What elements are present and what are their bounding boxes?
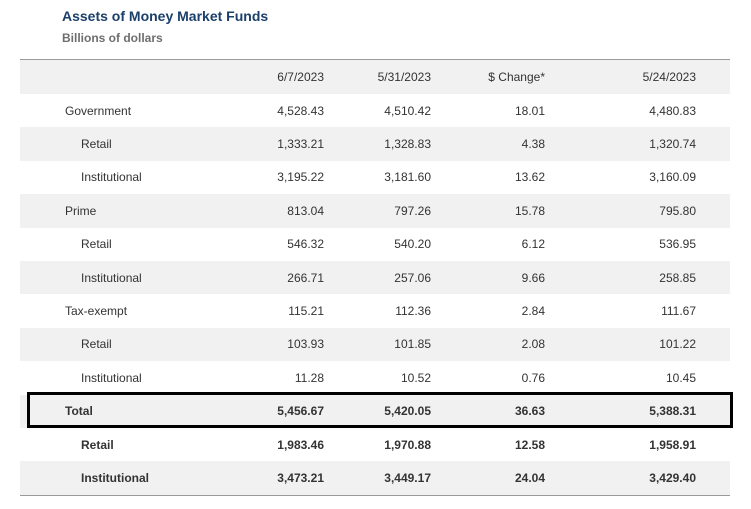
- row-label: Retail: [81, 337, 112, 352]
- cell-value: 3,195.22: [277, 170, 324, 185]
- cell-value: 540.20: [394, 237, 431, 252]
- table-row-prime: Prime 813.04 797.26 15.78 795.80: [20, 194, 730, 228]
- row-label: Retail: [81, 137, 112, 152]
- page-title: Assets of Money Market Funds: [62, 8, 269, 24]
- table-header-row: 6/7/2023 5/31/2023 $ Change* 5/24/2023: [20, 60, 730, 94]
- cell-value: 9.66: [521, 270, 545, 285]
- cell-value: 3,473.21: [277, 470, 324, 485]
- table-row-government-institutional: Institutional 3,195.22 3,181.60 13.62 3,…: [20, 161, 730, 194]
- cell-value: 112.36: [395, 304, 431, 319]
- column-header-6-7-2023: 6/7/2023: [277, 70, 324, 84]
- cell-value: 1,328.83: [384, 137, 431, 152]
- cell-value: 13.62: [514, 170, 545, 185]
- row-label: Retail: [81, 237, 112, 252]
- cell-value: 4,510.42: [384, 103, 431, 118]
- row-label: Government: [65, 103, 132, 118]
- cell-value: 797.26: [394, 203, 431, 218]
- cell-value: 101.22: [659, 337, 696, 352]
- table-row-prime-institutional: Institutional 266.71 257.06 9.66 258.85: [20, 260, 730, 295]
- table-row-total: Total 5,456.67 5,420.05 36.63 5,388.31: [20, 394, 730, 428]
- row-label: Institutional: [81, 370, 142, 385]
- cell-value: 2.84: [521, 304, 545, 319]
- money-market-table: 6/7/2023 5/31/2023 $ Change* 5/24/2023 G…: [20, 59, 730, 496]
- cell-value: 6.12: [521, 237, 545, 252]
- column-header-5-24-2023: 5/24/2023: [642, 70, 696, 84]
- cell-value: 3,181.60: [384, 170, 431, 185]
- row-label: Tax-exempt: [65, 304, 128, 319]
- cell-value: 546.32: [287, 237, 324, 252]
- cell-value: 4,480.83: [649, 103, 696, 118]
- cell-value: 1,983.46: [277, 437, 324, 452]
- row-label: Institutional: [81, 470, 149, 485]
- cell-value: 258.85: [659, 270, 696, 285]
- cell-value: 536.95: [659, 237, 696, 252]
- cell-value: 0.76: [521, 370, 545, 385]
- row-label: Institutional: [81, 170, 142, 185]
- table-row-tax-exempt-retail: Retail 103.93 101.85 2.08 101.22: [20, 327, 730, 362]
- table-row-tax-exempt: Tax-exempt 115.21 112.36 2.84 111.67: [20, 294, 730, 327]
- cell-value: 115.21: [288, 304, 324, 319]
- table-row-total-institutional: Institutional 3,473.21 3,449.17 24.04 3,…: [20, 461, 730, 495]
- cell-value: 1,970.88: [384, 437, 431, 452]
- cell-value: 10.52: [400, 370, 431, 385]
- row-label: Institutional: [81, 270, 142, 285]
- cell-value: 11.28: [294, 370, 324, 385]
- cell-value: 257.06: [394, 270, 431, 285]
- cell-value: 4.38: [521, 137, 545, 152]
- cell-value: 111.67: [661, 304, 696, 319]
- cell-value: 10.45: [665, 370, 696, 385]
- row-label: Retail: [81, 437, 114, 452]
- cell-value: 3,449.17: [384, 470, 431, 485]
- cell-value: 101.85: [394, 337, 431, 352]
- cell-value: 24.04: [514, 470, 545, 485]
- cell-value: 5,456.67: [277, 404, 324, 419]
- cell-value: 1,320.74: [649, 137, 696, 152]
- cell-value: 1,958.91: [649, 437, 696, 452]
- table-row-total-retail: Retail 1,983.46 1,970.88 12.58 1,958.91: [20, 428, 730, 461]
- cell-value: 4,528.43: [277, 103, 324, 118]
- row-label: Total: [65, 404, 93, 419]
- row-label: Prime: [65, 203, 97, 218]
- cell-value: 12.58: [514, 437, 545, 452]
- cell-value: 15.78: [514, 203, 545, 218]
- cell-value: 5,388.31: [649, 404, 696, 419]
- table-row-prime-retail: Retail 546.32 540.20 6.12 536.95: [20, 228, 730, 261]
- table-row-government-retail: Retail 1,333.21 1,328.83 4.38 1,320.74: [20, 127, 730, 161]
- column-header-5-31-2023: 5/31/2023: [377, 70, 431, 84]
- column-header-change: $ Change*: [488, 70, 545, 84]
- cell-value: 103.93: [287, 337, 324, 352]
- cell-value: 795.80: [659, 203, 696, 218]
- cell-value: 813.04: [287, 203, 324, 218]
- cell-value: 3,160.09: [649, 170, 696, 185]
- table-row-government: Government 4,528.43 4,510.42 18.01 4,480…: [20, 94, 730, 127]
- page-subtitle: Billions of dollars: [62, 31, 163, 45]
- cell-value: 5,420.05: [384, 404, 431, 419]
- table-row-tax-exempt-institutional: Institutional 11.28 10.52 0.76 10.45: [20, 361, 730, 394]
- cell-value: 3,429.40: [649, 470, 696, 485]
- cell-value: 18.01: [514, 103, 545, 118]
- cell-value: 1,333.21: [277, 137, 324, 152]
- cell-value: 2.08: [521, 337, 545, 352]
- cell-value: 36.63: [514, 404, 545, 419]
- cell-value: 266.71: [287, 270, 324, 285]
